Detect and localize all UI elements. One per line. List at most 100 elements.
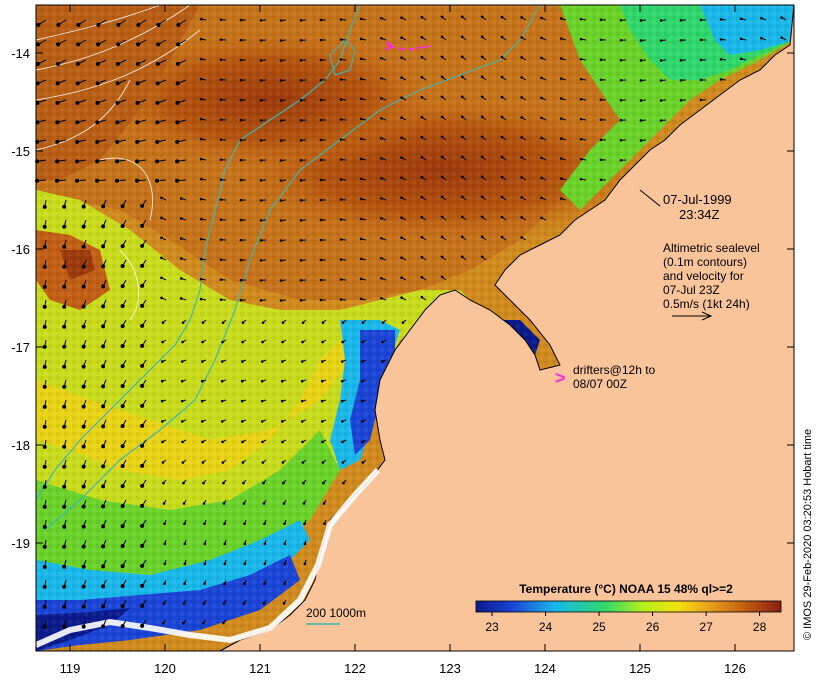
velocity-arrow-head xyxy=(36,42,41,47)
velocity-arrow-head xyxy=(101,524,106,529)
velocity-arrow-head xyxy=(339,258,343,261)
velocity-arrow-head xyxy=(339,218,343,221)
velocity-arrow-head xyxy=(300,379,304,383)
velocity-arrow-head xyxy=(400,276,403,279)
velocity-arrow-head xyxy=(199,197,203,201)
velocity-arrow-head xyxy=(279,79,283,82)
velocity-arrow-head xyxy=(162,602,166,605)
velocity-arrow-head xyxy=(299,299,303,302)
velocity-arrow-head xyxy=(420,95,424,99)
velocity-arrow-head xyxy=(239,18,243,22)
velocity-arrow-head xyxy=(161,321,165,324)
velocity-arrow-head xyxy=(380,216,383,220)
velocity-arrow-head xyxy=(155,178,160,183)
velocity-arrow-head xyxy=(42,624,47,629)
velocity-arrow-head xyxy=(361,321,365,324)
velocity-arrow-head xyxy=(359,57,363,61)
velocity-arrow-head xyxy=(155,61,160,66)
velocity-arrow-head xyxy=(341,461,345,464)
velocity-arrow-head xyxy=(420,155,424,159)
lat-label: -17 xyxy=(11,340,30,355)
velocity-arrow-head xyxy=(279,279,283,282)
velocity-arrow-head xyxy=(420,215,424,219)
velocity-arrow-head xyxy=(199,277,203,281)
velocity-arrow-head xyxy=(299,99,303,102)
velocity-arrow-head xyxy=(260,420,264,423)
velocity-arrow-head xyxy=(223,542,227,546)
velocity-arrow-head xyxy=(359,77,363,81)
velocity-arrow-head xyxy=(380,360,384,363)
velocity-arrow-head xyxy=(319,258,323,262)
velocity-arrow-head xyxy=(279,299,283,302)
velocity-arrow-head xyxy=(380,236,383,240)
velocity-arrow-head xyxy=(175,120,180,125)
velocity-arrow-head xyxy=(263,582,266,586)
velocity-arrow-head xyxy=(140,583,145,588)
velocity-arrow-head xyxy=(599,18,603,22)
velocity-arrow-head xyxy=(175,100,180,105)
velocity-arrow-head xyxy=(339,18,343,21)
velocity-arrow-head xyxy=(179,237,183,240)
velocity-arrow-head xyxy=(299,119,303,122)
velocity-arrow-head xyxy=(480,235,484,239)
velocity-arrow-head xyxy=(500,195,504,199)
velocity-arrow-head xyxy=(380,16,383,20)
velocity-arrow-head xyxy=(199,137,203,141)
altimetry-note: 07-Jul 23Z xyxy=(663,283,720,297)
velocity-arrow-head xyxy=(101,224,106,229)
velocity-arrow-head xyxy=(115,139,120,144)
velocity-scale-arrow xyxy=(672,311,713,321)
velocity-arrow-head xyxy=(239,258,243,262)
velocity-arrow-head xyxy=(319,18,323,22)
velocity-arrow-head xyxy=(140,323,145,328)
velocity-arrow-head xyxy=(241,440,244,444)
velocity-arrow-head xyxy=(319,138,323,142)
velocity-arrow-head xyxy=(75,139,80,144)
velocity-arrow-head xyxy=(42,224,47,229)
velocity-arrow-head xyxy=(559,157,563,160)
velocity-arrow-head xyxy=(239,198,243,202)
velocity-arrow-head xyxy=(440,115,444,119)
velocity-arrow-head xyxy=(155,159,160,164)
velocity-arrow-head xyxy=(101,264,106,269)
velocity-arrow-head xyxy=(299,19,303,22)
velocity-arrow-head xyxy=(120,504,125,509)
velocity-arrow-head xyxy=(115,61,120,66)
velocity-arrow-head xyxy=(380,156,383,160)
velocity-arrow-head xyxy=(360,360,364,363)
velocity-arrow-head xyxy=(199,117,203,121)
velocity-arrow-head xyxy=(380,136,383,140)
velocity-arrow-head xyxy=(62,224,67,229)
velocity-arrow-head xyxy=(400,256,403,259)
velocity-arrow-head xyxy=(81,204,86,209)
velocity-arrow-head xyxy=(120,224,125,229)
velocity-arrow-head xyxy=(400,96,403,99)
velocity-arrow-head xyxy=(659,119,663,122)
velocity-arrow-head xyxy=(55,81,60,86)
velocity-arrow-head xyxy=(359,177,363,181)
velocity-arrow-head xyxy=(400,116,403,119)
velocity-arrow-head xyxy=(619,98,623,102)
velocity-arrow-head xyxy=(619,138,623,142)
velocity-arrow-head xyxy=(540,116,543,120)
velocity-arrow-head xyxy=(303,522,306,526)
velocity-arrow-head xyxy=(639,19,643,22)
velocity-arrow-head xyxy=(559,37,563,40)
velocity-arrow-head xyxy=(599,98,603,102)
velocity-arrow-head xyxy=(599,58,603,62)
velocity-arrow-head xyxy=(400,136,403,139)
velocity-arrow-head xyxy=(283,562,287,566)
velocity-arrow-head xyxy=(460,255,464,259)
velocity-arrow-head xyxy=(42,364,47,369)
velocity-arrow-head xyxy=(300,420,304,423)
velocity-arrow-head xyxy=(760,16,763,20)
velocity-arrow-head xyxy=(259,239,263,242)
velocity-arrow-head xyxy=(540,96,543,100)
velocity-arrow-head xyxy=(460,115,464,119)
velocity-arrow-head xyxy=(101,624,106,629)
velocity-arrow-head xyxy=(339,278,343,281)
velocity-arrow-head xyxy=(160,360,164,363)
velocity-arrow-head xyxy=(181,340,184,344)
velocity-arrow-head xyxy=(339,98,343,101)
velocity-arrow-head xyxy=(341,321,345,324)
